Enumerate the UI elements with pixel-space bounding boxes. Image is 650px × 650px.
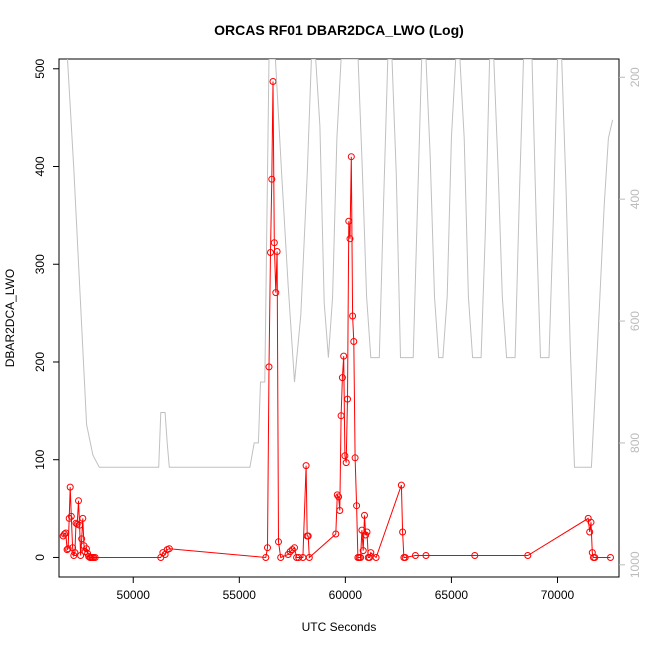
y-tick-label: 100 (33, 449, 47, 469)
y2-tick-label: 800 (628, 433, 642, 453)
data-point (67, 512, 75, 520)
data-point (268, 175, 276, 183)
data-point (353, 502, 361, 510)
data-point (337, 412, 345, 420)
data-point (267, 249, 274, 256)
plot-frame (58, 58, 620, 578)
data-point (165, 545, 173, 553)
data-point (264, 544, 271, 552)
data-point (78, 535, 86, 543)
data-point (71, 549, 79, 557)
data-point (587, 518, 595, 526)
data-point (344, 395, 351, 403)
secondary-series-line (67, 59, 614, 468)
y-tick-label: 500 (33, 58, 47, 78)
data-point (75, 497, 82, 505)
data-point (269, 78, 277, 85)
data-point (349, 312, 357, 320)
data-point (363, 528, 371, 536)
data-point (471, 552, 479, 559)
data-point (397, 481, 405, 489)
data-point (91, 554, 99, 561)
y2-tick-label: 600 (628, 311, 642, 331)
data-point (347, 153, 355, 161)
data-point (262, 554, 270, 561)
data-point (61, 530, 68, 538)
data-point (372, 554, 380, 561)
data-point (336, 507, 344, 514)
data-point (66, 483, 74, 491)
data-point (82, 545, 90, 553)
data-point (286, 548, 294, 556)
data-point (275, 538, 282, 546)
data-point (524, 552, 532, 559)
data-point (305, 554, 313, 561)
x-tick-label: 65000 (435, 588, 469, 602)
data-point (79, 514, 87, 522)
data-point (350, 338, 358, 345)
data-point (304, 532, 312, 540)
y-tick-label: 200 (33, 352, 47, 372)
x-tick-label: 55000 (223, 588, 257, 602)
data-point (65, 514, 73, 522)
x-axis-label: UTC Seconds (302, 620, 377, 634)
data-point (345, 217, 353, 225)
data-point (342, 459, 350, 467)
y-tick-label: 300 (33, 254, 47, 274)
data-point (288, 546, 296, 554)
data-point (422, 552, 430, 559)
data-point (265, 363, 273, 371)
data-point (340, 352, 348, 360)
data-point (270, 239, 278, 247)
data-point (607, 554, 614, 561)
data-point (341, 452, 349, 460)
y-tick-label: 400 (33, 156, 47, 176)
data-point (64, 545, 72, 553)
data-point (586, 528, 594, 536)
data-point (401, 554, 409, 561)
data-point (591, 554, 599, 561)
data-point (335, 493, 343, 501)
data-point (302, 462, 310, 470)
y2-tick-label: 200 (628, 67, 642, 87)
x-axis: 50000 55000 60000 65000 70000 (117, 577, 575, 602)
data-point (76, 521, 84, 529)
data-point (272, 289, 280, 297)
data-point (77, 552, 85, 559)
data-point (411, 552, 419, 559)
y-axis-label: DBAR2DCA_LWO (3, 269, 17, 367)
y2-tick-label: 400 (628, 189, 642, 209)
data-point (366, 554, 373, 561)
data-point (359, 547, 367, 555)
x-tick-label: 60000 (329, 588, 363, 602)
plot-area (59, 59, 614, 561)
y2-tick-label: 1000 (628, 551, 642, 578)
data-point (333, 491, 341, 499)
y-axis-right: 200 400 600 800 1000 (619, 67, 642, 578)
data-point (367, 549, 375, 557)
data-point (62, 529, 70, 537)
x-tick-label: 70000 (541, 588, 575, 602)
data-point (346, 235, 354, 243)
data-point (338, 374, 346, 382)
y-tick-label: 0 (33, 554, 47, 561)
data-point (361, 511, 368, 519)
x-tick-label: 50000 (117, 588, 151, 602)
data-point (72, 519, 80, 527)
data-point (399, 528, 407, 536)
data-point (291, 544, 298, 552)
data-point (351, 454, 359, 462)
y-axis-left: 0 100 200 300 400 500 (33, 58, 59, 561)
data-point (332, 530, 340, 538)
data-point (273, 248, 281, 255)
data-point (357, 554, 365, 561)
data-point (277, 554, 285, 561)
data-point (295, 554, 303, 561)
chart-title: ORCAS RF01 DBAR2DCA_LWO (Log) (214, 22, 464, 38)
